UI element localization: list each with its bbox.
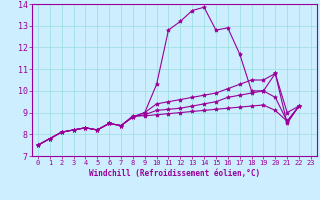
X-axis label: Windchill (Refroidissement éolien,°C): Windchill (Refroidissement éolien,°C) (89, 169, 260, 178)
